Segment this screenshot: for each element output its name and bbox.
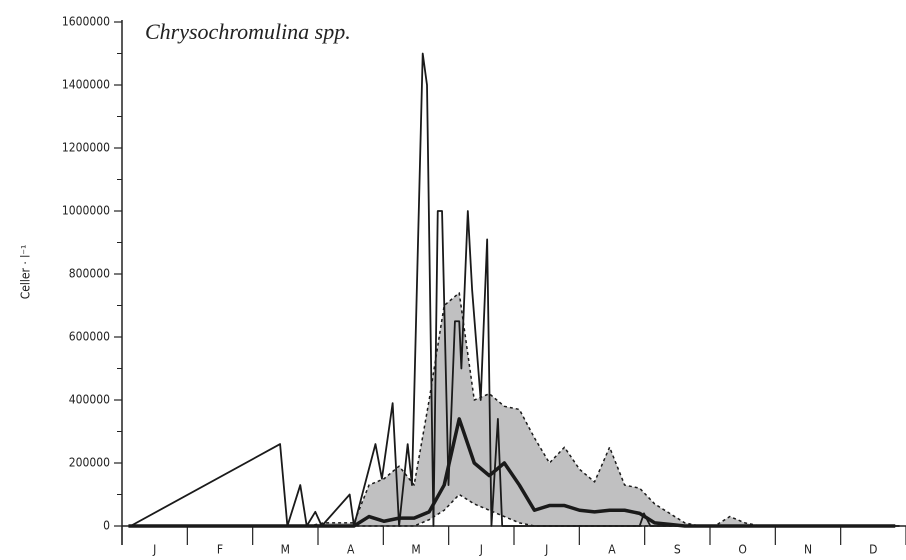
- x-tick-label: J: [479, 543, 483, 557]
- x-tick-label: A: [347, 543, 355, 557]
- x-tick-label: D: [869, 543, 877, 557]
- x-tick-label: F: [217, 543, 223, 557]
- y-tick-label: 200000: [69, 456, 110, 470]
- x-tick-label: J: [544, 543, 548, 557]
- y-tick-label: 600000: [69, 330, 110, 344]
- y-tick-label: 400000: [69, 393, 110, 407]
- y-tick-label: 800000: [69, 267, 110, 281]
- band-fill: [128, 292, 896, 526]
- x-tick-label: M: [411, 543, 420, 557]
- y-tick-label: 1000000: [62, 204, 110, 218]
- y-axis-label: Celler · l⁻¹: [19, 245, 33, 300]
- x-tick-label: N: [804, 543, 812, 557]
- x-tick-label: M: [281, 543, 290, 557]
- chart-title: Chrysochromulina spp.: [145, 19, 351, 44]
- x-tick-label: J: [152, 543, 156, 557]
- y-tick-label: 1600000: [62, 15, 110, 29]
- y-tick-label: 0: [103, 519, 110, 533]
- y-tick-label: 1400000: [62, 78, 110, 92]
- x-tick-label: S: [674, 543, 681, 557]
- y-tick-label: 1200000: [62, 141, 110, 155]
- series-line: [130, 52, 900, 527]
- x-tick-label: A: [608, 543, 616, 557]
- x-tick-label: O: [738, 543, 747, 557]
- series-line: [128, 417, 896, 528]
